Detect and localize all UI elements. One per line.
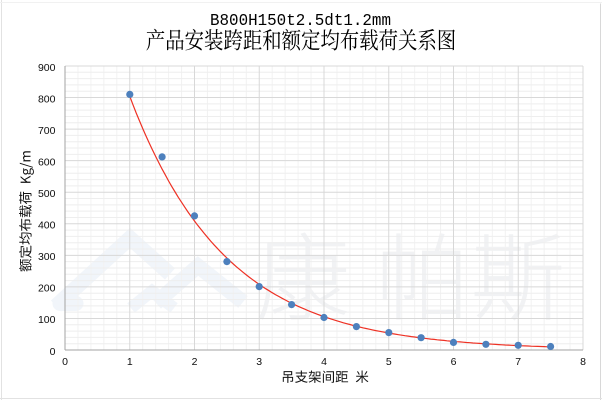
svg-text:6: 6 [451, 356, 457, 368]
svg-text:2: 2 [192, 356, 198, 368]
svg-text:600: 600 [38, 157, 56, 169]
svg-text:B800H150t2.5dt1.2mm: B800H150t2.5dt1.2mm [210, 12, 391, 31]
svg-text:400: 400 [38, 220, 56, 232]
svg-text:0: 0 [62, 356, 68, 368]
svg-text:3: 3 [256, 356, 262, 368]
svg-text:800: 800 [38, 93, 56, 105]
svg-text:1: 1 [127, 356, 133, 368]
svg-text:300: 300 [38, 251, 56, 263]
svg-text:500: 500 [38, 188, 56, 200]
svg-text:7: 7 [515, 356, 521, 368]
svg-text:0: 0 [50, 346, 56, 358]
svg-text:4: 4 [321, 356, 327, 368]
svg-text:5: 5 [386, 356, 392, 368]
svg-text:100: 100 [38, 314, 56, 326]
svg-text:900: 900 [38, 62, 56, 74]
svg-text:8: 8 [580, 356, 586, 368]
svg-text:700: 700 [38, 125, 56, 137]
svg-text:200: 200 [38, 283, 56, 295]
